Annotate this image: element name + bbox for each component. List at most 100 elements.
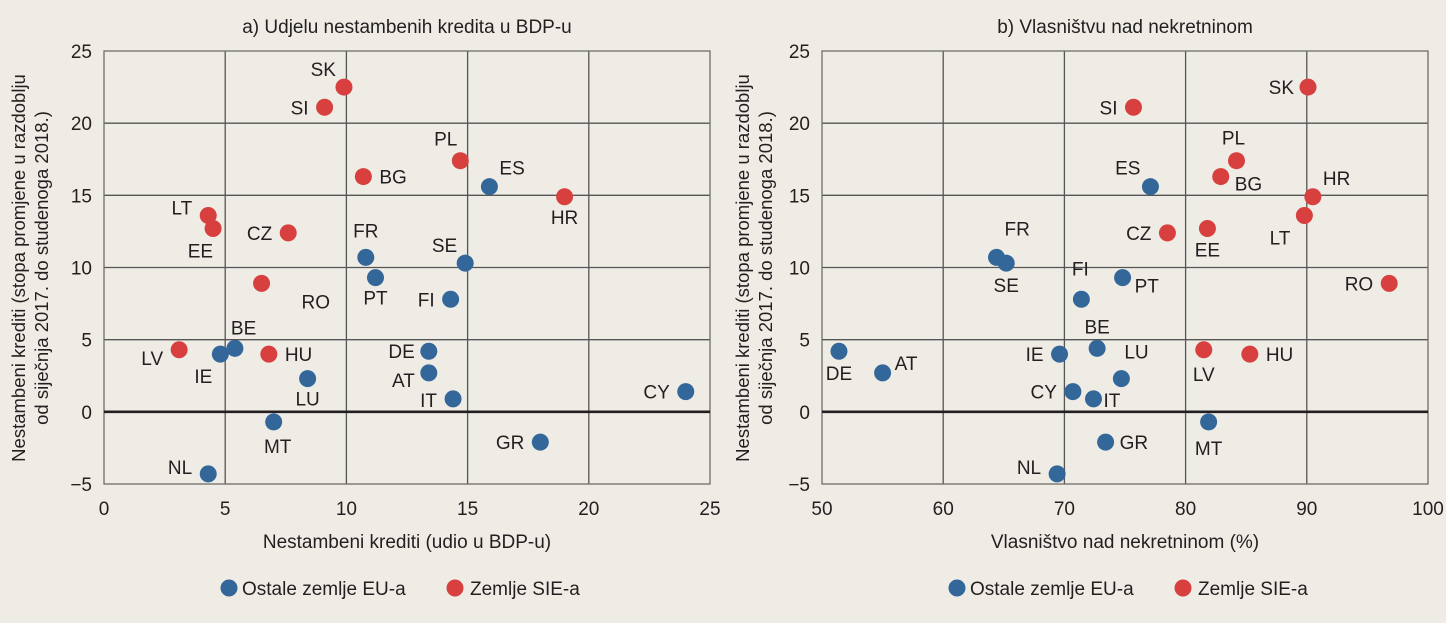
data-point-nl	[199, 465, 217, 483]
data-point-lv	[1195, 341, 1213, 359]
point-label-ee: EE	[188, 242, 213, 263]
y-tick-label: 20	[789, 114, 810, 135]
data-point-pl	[451, 152, 469, 170]
data-point-ie	[211, 345, 229, 363]
point-label-si: SI	[291, 98, 309, 119]
y-tick-label: 15	[789, 186, 810, 207]
data-point-si	[1124, 98, 1142, 116]
data-point-it	[444, 390, 462, 408]
panel-a-legend: Ostale zemlje EU-a Zemlje SIE-a	[220, 579, 580, 600]
x-tick-label: 20	[578, 499, 599, 520]
point-label-be: BE	[1084, 317, 1109, 338]
data-point-be	[1088, 339, 1106, 357]
data-point-fr	[357, 248, 375, 266]
x-tick-label: 70	[1054, 499, 1075, 520]
panel-a-title: a) Udjelu nestambenih kredita u BDP-u	[242, 17, 572, 38]
y-tick-label: 15	[71, 186, 92, 207]
data-point-lv	[170, 341, 188, 359]
data-point-ee	[204, 220, 222, 238]
point-label-sk: SK	[1269, 78, 1295, 99]
panel-b: b) Vlasništvu nad nekretninom 50 60 70 80 90…	[732, 17, 1444, 600]
data-point-es	[1141, 178, 1159, 196]
point-label-lv: LV	[1193, 365, 1215, 386]
legend-label-cee: Zemlje SIE-a	[470, 579, 580, 600]
data-point-cz	[279, 224, 297, 242]
data-point-cz	[1158, 224, 1176, 242]
data-point-lu	[1112, 370, 1130, 388]
data-point-pt	[1114, 269, 1132, 287]
x-tick-label: 60	[933, 499, 954, 520]
y-tick-label: 5	[81, 331, 92, 352]
point-label-mt: MT	[1195, 439, 1223, 460]
point-label-sk: SK	[311, 60, 337, 81]
y-axis-label-line-1: Nestambeni krediti (stopa promjene u raz…	[732, 74, 753, 462]
panel-b-grid	[821, 50, 1429, 485]
y-tick-label: −5	[788, 475, 810, 496]
point-label-bg: BG	[1235, 175, 1262, 196]
point-label-ee: EE	[1195, 241, 1220, 262]
legend-label-other-eu: Ostale zemlje EU-a	[970, 579, 1134, 600]
point-label-cz: CZ	[247, 224, 273, 245]
panel-b-x-axis-label: Vlasništvo nad nekretninom (%)	[991, 532, 1259, 553]
data-point-fi	[442, 290, 460, 308]
point-label-mt: MT	[264, 437, 292, 458]
point-label-fr: FR	[1005, 219, 1030, 240]
panel-a-ticks: 0 5 10 15 20 25 −5 0 5 10 15 20 25	[70, 42, 720, 520]
data-point-ro	[253, 274, 271, 292]
data-point-se	[456, 254, 474, 272]
data-point-ro	[1380, 274, 1398, 292]
data-point-gr	[531, 433, 549, 451]
point-label-at: AT	[895, 354, 918, 375]
panel-a: a) Udjelu nestambenih kredita u BDP-u 0 5…	[8, 17, 721, 600]
panel-b-title: b) Vlasništvu nad nekretninom	[997, 17, 1253, 38]
point-label-fi: FI	[418, 290, 435, 311]
y-tick-label: 5	[799, 331, 810, 352]
data-point-pt	[366, 269, 384, 287]
y-tick-label: 0	[799, 403, 810, 424]
data-point-bg	[354, 168, 372, 186]
point-label-se: SE	[994, 276, 1019, 297]
data-point-mt	[1200, 413, 1218, 431]
panel-b-ticks: 50 60 70 80 90 100 −5 0 5 10 15 20 25	[788, 42, 1444, 520]
data-point-fi	[1072, 290, 1090, 308]
point-label-cz: CZ	[1126, 224, 1152, 245]
y-tick-label: 10	[789, 259, 810, 280]
x-tick-label: 15	[457, 499, 478, 520]
point-label-es: ES	[499, 159, 524, 180]
x-tick-label: 25	[699, 499, 720, 520]
x-tick-label: 0	[99, 499, 110, 520]
point-label-de: DE	[388, 342, 414, 363]
point-label-at: AT	[392, 371, 415, 392]
data-point-nl	[1048, 465, 1066, 483]
data-point-hu	[1241, 345, 1259, 363]
plot-frame	[821, 50, 1429, 485]
y-tick-label: 0	[81, 403, 92, 424]
data-point-be	[226, 339, 244, 357]
point-label-es: ES	[1115, 159, 1140, 180]
data-point-si	[316, 98, 334, 116]
data-point-de	[420, 342, 438, 360]
data-point-es	[480, 178, 498, 196]
x-tick-label: 50	[811, 499, 832, 520]
point-label-ie: IE	[194, 367, 212, 388]
x-tick-label: 5	[220, 499, 231, 520]
legend-marker-cee	[1174, 579, 1192, 597]
point-label-cy: CY	[1030, 383, 1057, 404]
point-label-ro: RO	[1345, 274, 1374, 295]
data-point-at	[420, 364, 438, 382]
point-label-pl: PL	[434, 130, 457, 151]
point-label-ie: IE	[1026, 345, 1044, 366]
x-tick-label: 90	[1296, 499, 1317, 520]
y-tick-label: 25	[71, 42, 92, 63]
point-label-be: BE	[231, 318, 256, 339]
data-point-mt	[265, 413, 283, 431]
y-axis-label-line-1: Nestambeni krediti (stopa promjene u raz…	[8, 74, 29, 462]
point-label-ro: RO	[302, 292, 331, 313]
point-label-hu: HU	[285, 345, 312, 366]
legend-label-cee: Zemlje SIE-a	[1198, 579, 1308, 600]
x-tick-label: 80	[1175, 499, 1196, 520]
data-point-at	[874, 364, 892, 382]
data-point-se	[997, 254, 1015, 272]
